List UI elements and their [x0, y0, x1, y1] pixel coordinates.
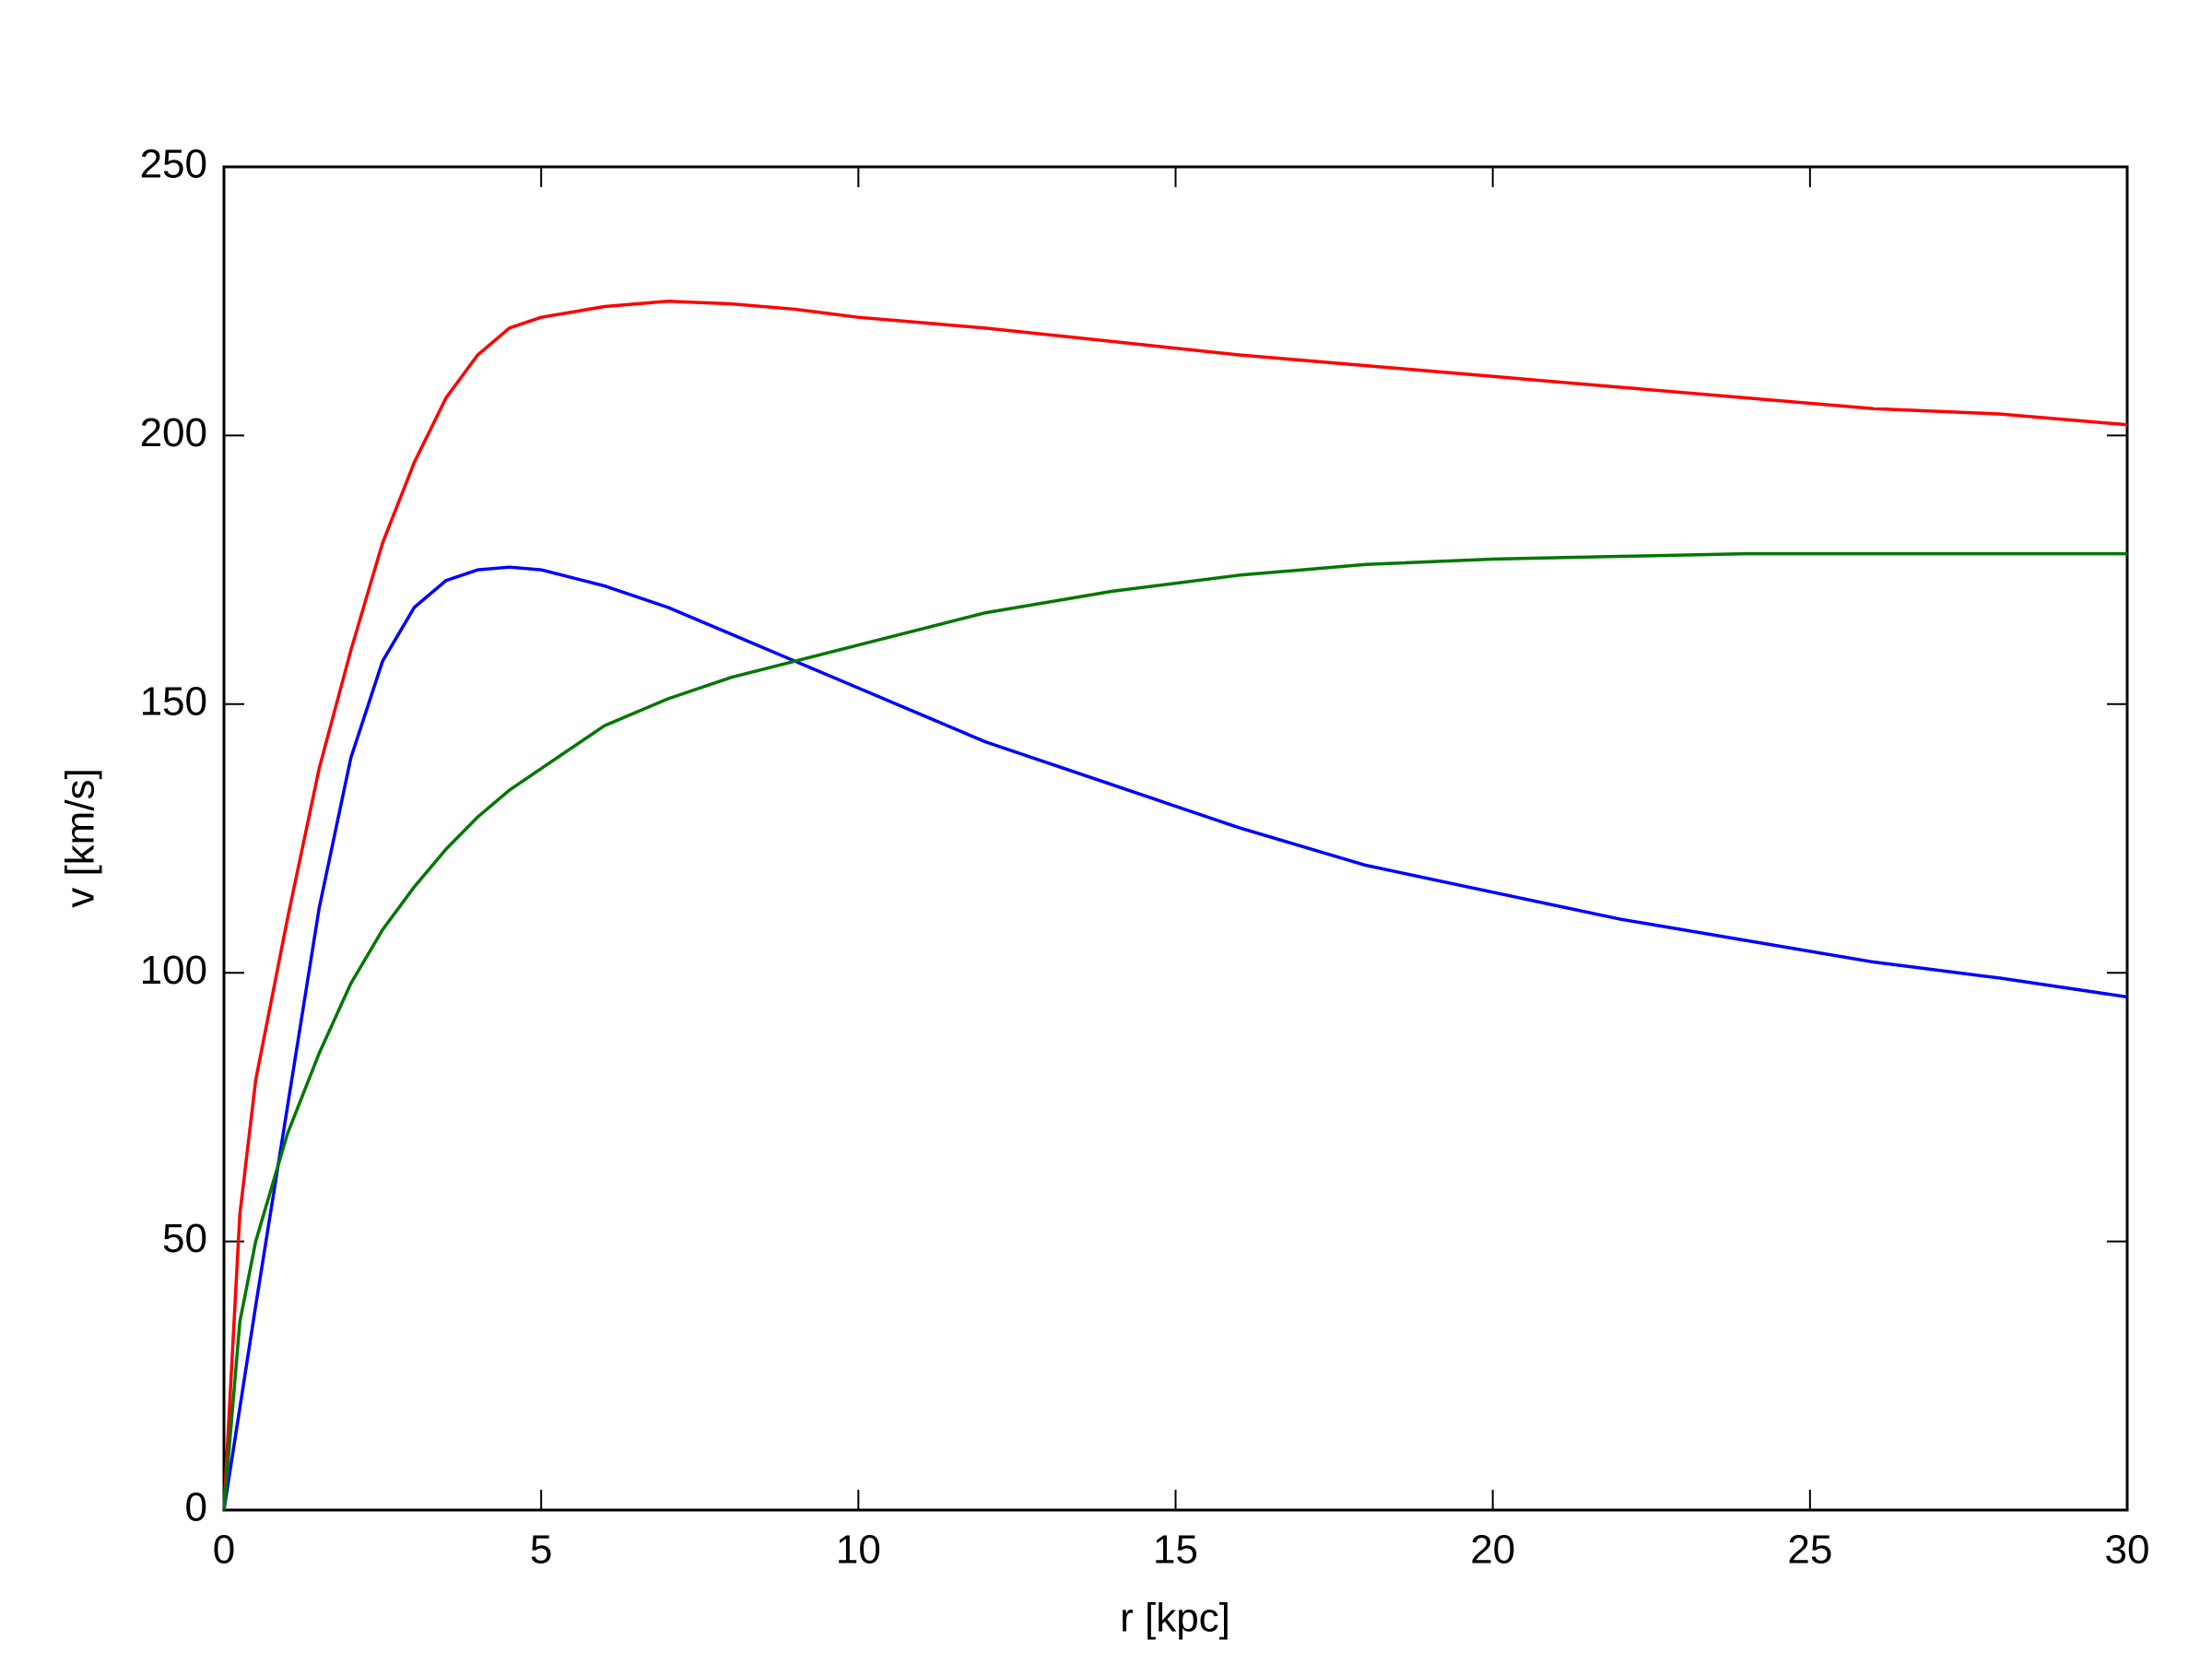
y-axis-label: v [km/s]	[58, 768, 103, 908]
y-tick-label: 250	[140, 142, 207, 187]
y-tick-label: 50	[162, 1216, 207, 1261]
x-tick-label: 25	[1787, 1528, 1832, 1573]
x-tick-label: 20	[1470, 1528, 1515, 1573]
x-tick-label: 10	[836, 1528, 881, 1573]
x-tick-label: 15	[1153, 1528, 1198, 1573]
line-series	[222, 299, 2128, 1511]
x-tick-label: 0	[213, 1528, 235, 1573]
x-tick-label: 30	[2105, 1528, 2150, 1573]
y-tick-label: 150	[140, 679, 207, 724]
plot-frame	[222, 165, 2129, 1512]
y-tick-label: 100	[140, 948, 207, 993]
x-axis-label: r [kpc]	[1120, 1596, 1230, 1641]
x-tick-label: 5	[530, 1528, 552, 1573]
y-tick-label: 0	[185, 1485, 207, 1530]
line-series	[222, 551, 2127, 1511]
y-tick-label: 200	[140, 410, 207, 455]
line-series	[222, 565, 2128, 1511]
